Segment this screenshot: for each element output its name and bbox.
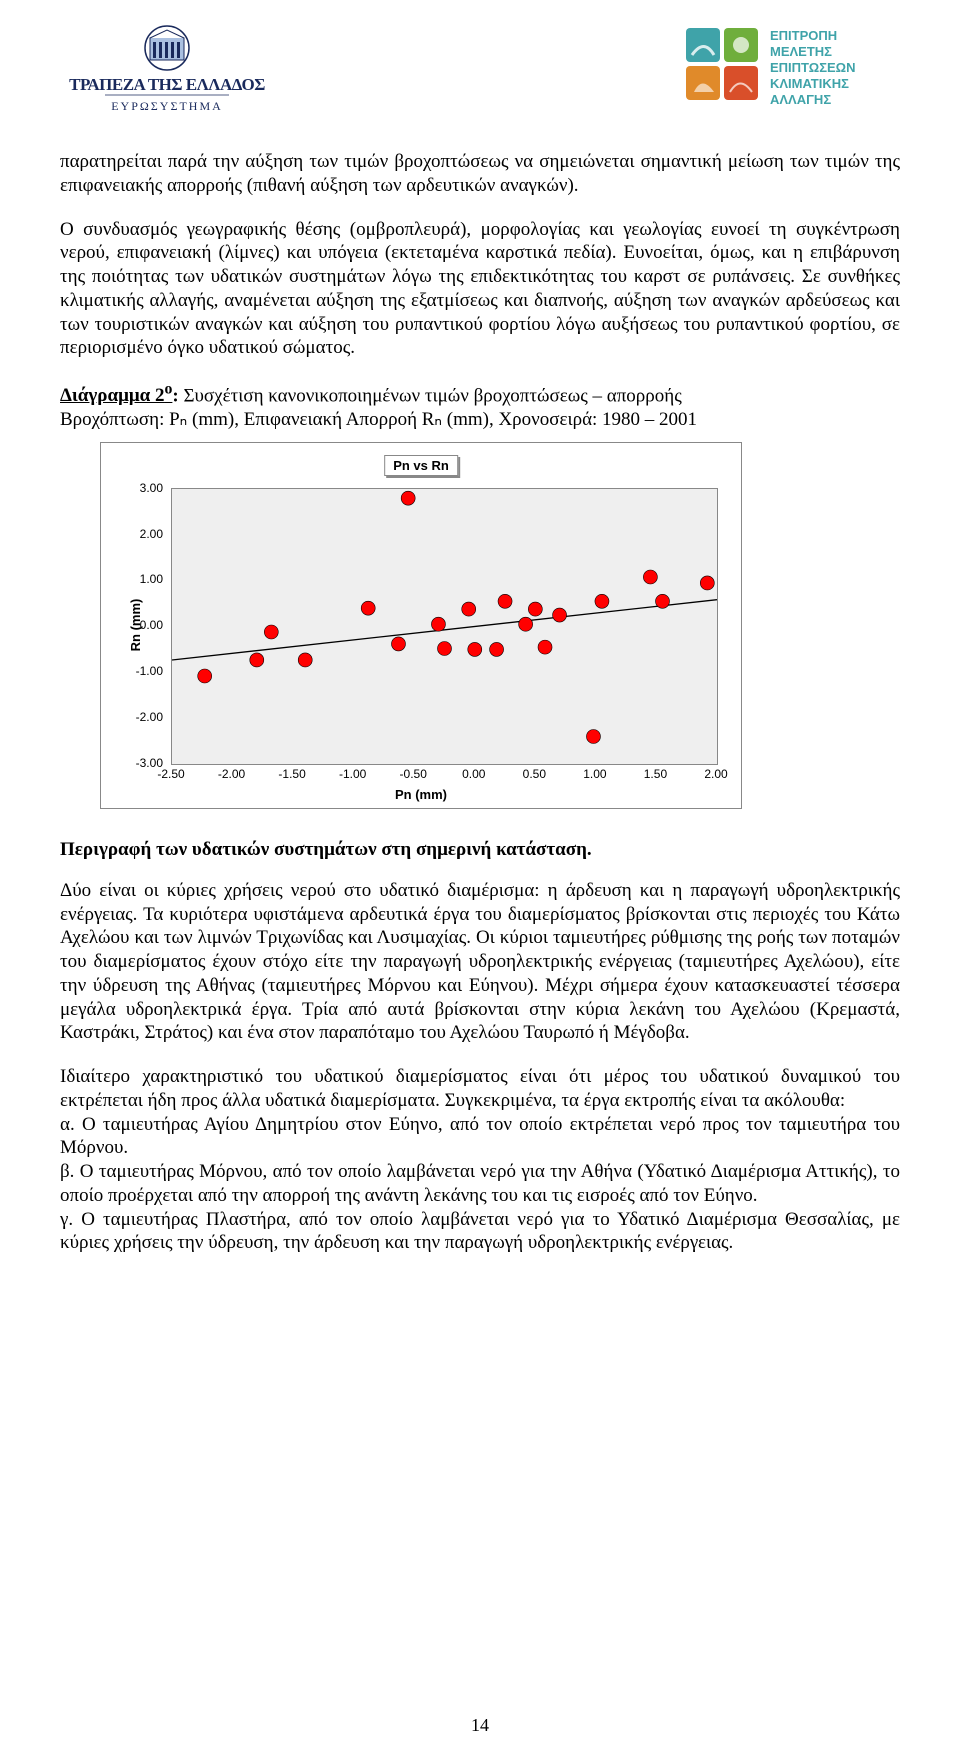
page-number: 14 xyxy=(471,1715,489,1736)
svg-text:ΜΕΛΕΤΗΣ: ΜΕΛΕΤΗΣ xyxy=(770,44,832,59)
paragraph-5: α. Ο ταμιευτήρας Αγίου Δημητρίου στον Εύ… xyxy=(60,1113,900,1161)
page: ΤΡΑΠΕΖΑ ΤΗΣ ΕΛΛΑΔΟΣ ΕΥΡΩΣΥΣΤΗΜΑ ΕΠΙΤΡΟΠΗ… xyxy=(0,0,960,1751)
x-tick-label: 0.00 xyxy=(462,767,485,781)
y-tick-label: 3.00 xyxy=(123,481,163,495)
x-tick-label: -1.50 xyxy=(278,767,305,781)
logo-bank-of-greece: ΤΡΑΠΕΖΑ ΤΗΣ ΕΛΛΑΔΟΣ ΕΥΡΩΣΥΣΤΗΜΑ xyxy=(60,20,275,120)
bank-name-text: ΤΡΑΠΕΖΑ ΤΗΣ ΕΛΛΑΔΟΣ xyxy=(69,75,265,94)
paragraph-3: Δύο είναι οι κύριες χρήσεις νερού στο υδ… xyxy=(60,879,900,1045)
paragraph-2: Ο συνδυασμός γεωγραφικής θέσης (ομβροπλε… xyxy=(60,218,900,361)
x-tick-label: -2.50 xyxy=(157,767,184,781)
paragraph-7: γ. Ο ταμιευτήρας Πλαστήρα, από τον οποίο… xyxy=(60,1208,900,1256)
svg-text:ΕΠΙΠΤΩΣΕΩΝ: ΕΠΙΠΤΩΣΕΩΝ xyxy=(770,60,855,75)
chart-heading: Διάγραμμα 2ο: Συσχέτιση κανονικοποιημένω… xyxy=(60,380,900,432)
logo-climate-committee: ΕΠΙΤΡΟΠΗ ΜΕΛΕΤΗΣ ΕΠΙΠΤΩΣΕΩΝ ΚΛΙΜΑΤΙΚΗΣ Α… xyxy=(680,20,900,110)
paragraph-1: παρατηρείται παρά την αύξηση των τιμών β… xyxy=(60,150,900,198)
plot-area xyxy=(171,488,718,765)
chart-title: Pn vs Rn xyxy=(384,455,458,476)
y-tick-label: 0.00 xyxy=(123,618,163,632)
x-tick-label: -0.50 xyxy=(400,767,427,781)
header: ΤΡΑΠΕΖΑ ΤΗΣ ΕΛΛΑΔΟΣ ΕΥΡΩΣΥΣΤΗΜΑ ΕΠΙΤΡΟΠΗ… xyxy=(60,20,900,120)
svg-text:ΚΛΙΜΑΤΙΚΗΣ: ΚΛΙΜΑΤΙΚΗΣ xyxy=(770,76,849,91)
paragraph-6: β. Ο ταμιευτήρας Μόρνου, από τον οποίο λ… xyxy=(60,1160,900,1208)
x-tick-label: -1.00 xyxy=(339,767,366,781)
scatter-chart: Pn vs Rn y = 0.2926x R2 = 0.0856 Rn (mm)… xyxy=(100,442,742,809)
x-tick-label: 1.50 xyxy=(644,767,667,781)
x-axis-label: Pn (mm) xyxy=(395,787,447,802)
eurosystem-text: ΕΥΡΩΣΥΣΤΗΜΑ xyxy=(111,99,223,113)
section-heading: Περιγραφή των υδατικών συστημάτων στη ση… xyxy=(60,839,900,861)
x-tick-label: 2.00 xyxy=(704,767,727,781)
y-tick-label: -1.00 xyxy=(123,664,163,678)
y-tick-label: 1.00 xyxy=(123,572,163,586)
svg-text:ΕΠΙΤΡΟΠΗ: ΕΠΙΤΡΟΠΗ xyxy=(770,28,837,43)
svg-text:ΑΛΛΑΓΗΣ: ΑΛΛΑΓΗΣ xyxy=(770,92,831,107)
x-tick-label: -2.00 xyxy=(218,767,245,781)
plot-svg xyxy=(172,489,717,764)
x-tick-label: 1.00 xyxy=(583,767,606,781)
x-tick-label: 0.50 xyxy=(523,767,546,781)
y-tick-label: -2.00 xyxy=(123,710,163,724)
y-tick-label: 2.00 xyxy=(123,527,163,541)
paragraph-4: Ιδιαίτερο χαρακτηριστικό του υδατικού δι… xyxy=(60,1065,900,1113)
